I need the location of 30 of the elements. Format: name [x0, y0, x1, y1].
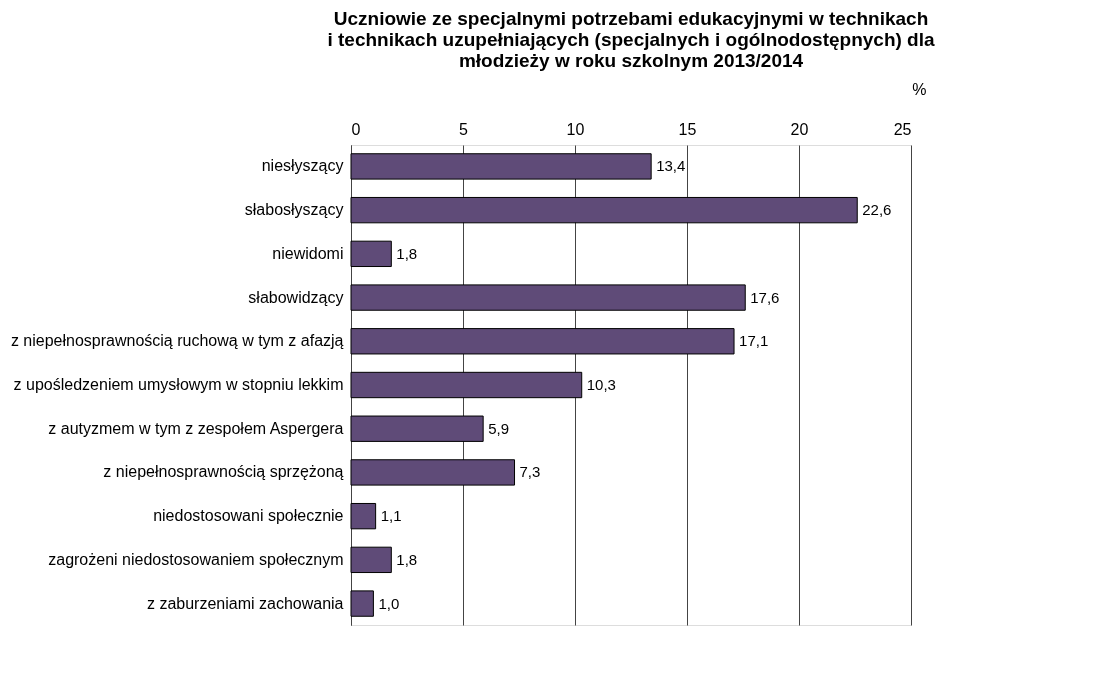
x-tick-label: 20: [790, 120, 809, 138]
data-label: 17,1: [739, 332, 769, 350]
data-label: 1,8: [396, 244, 418, 262]
y-tick-label: słabowidzący: [248, 288, 344, 306]
y-tick-label: z niepełnosprawnością ruchową w tym z afazją: [10, 332, 344, 350]
y-tick-label: z upośledzeniem umysłowym w stopniu lekkim: [13, 376, 344, 393]
data-label: 5,9: [488, 419, 510, 437]
x-tick-label: 15: [678, 120, 697, 138]
y-tick-label: zagrożeni niedostosowaniem społecznym: [48, 550, 344, 568]
chart-title: Uczniowie ze specjalnymi potrzebami edukacyjnymi w technikach i technikach uzupełniających (specjalnych i ogólnodostępnych) dla młodzieży w roku szkolnym 2013/2014: [327, 8, 935, 71]
x-tick-label: 0: [351, 120, 361, 138]
data-label: 17,6: [750, 288, 780, 306]
data-label: 13,4: [656, 157, 686, 175]
data-label: 1,1: [380, 507, 402, 525]
y-tick-label: z autyzmem w tym z zespołem Aspergera: [48, 419, 344, 437]
data-label: 7,3: [519, 463, 541, 481]
data-label: 1,8: [396, 550, 418, 568]
x-axis-title: %: [912, 80, 927, 98]
x-tick-label: 25: [893, 120, 912, 138]
y-tick-label: niesłyszący: [261, 157, 344, 175]
data-label: 1,0: [378, 594, 400, 612]
y-tick-label: słabosłyszący: [244, 201, 344, 219]
y-tick-label: niedostosowani społecznie: [153, 507, 344, 525]
x-tick-label: 10: [566, 120, 585, 138]
x-tick-label: 5: [459, 120, 469, 138]
y-tick-label: z zaburzeniami zachowania: [146, 594, 344, 612]
data-label: 22,6: [862, 201, 892, 219]
data-label: 10,3: [586, 376, 616, 393]
y-tick-label: z niepełnosprawnością sprzężoną: [103, 463, 344, 481]
y-tick-label: niewidomi: [272, 244, 344, 262]
